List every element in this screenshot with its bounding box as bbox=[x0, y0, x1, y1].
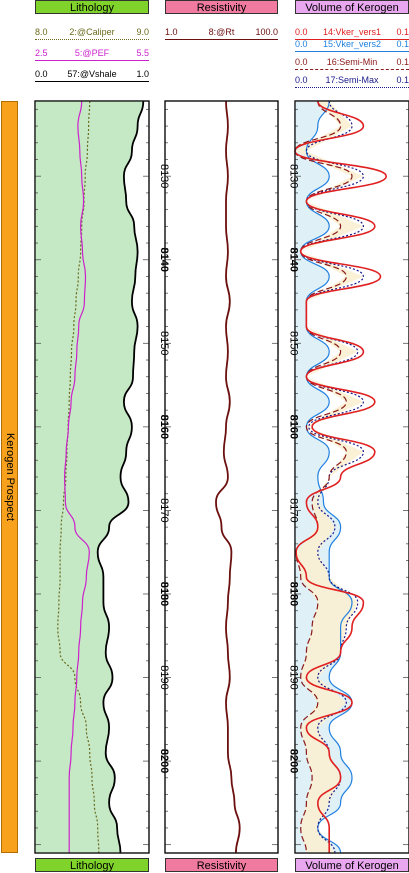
depth-gutter-1-label: 8170 bbox=[158, 498, 170, 522]
semimax-min: 0.0 bbox=[295, 75, 308, 85]
vshale-fill bbox=[35, 101, 144, 853]
caliper-max: 9.0 bbox=[136, 27, 149, 37]
depth-gutter-1-label: 8130 bbox=[158, 164, 170, 188]
depth-gutter-2-label: 8150 bbox=[288, 331, 300, 355]
caliper-curve bbox=[57, 100, 100, 854]
depth-gutter-1-label: 8200 bbox=[158, 749, 170, 773]
semimax-max: 0.1 bbox=[396, 75, 409, 85]
semimax-curve bbox=[300, 100, 364, 854]
rt-scale-line bbox=[165, 39, 278, 40]
kerogen-header-bottom: Volume of Kerogen bbox=[295, 858, 409, 872]
vker1-curve bbox=[294, 100, 387, 853]
depth-gutter-1-label: 8180 bbox=[158, 582, 170, 606]
vshale-scale-line bbox=[35, 81, 149, 82]
rt-curve bbox=[215, 100, 241, 854]
pef-name: 5:@PEF bbox=[74, 48, 110, 58]
vker1-scale-line bbox=[295, 39, 409, 40]
vker2-scale-line bbox=[295, 51, 409, 52]
depth-gutter-2-label: 8130 bbox=[288, 164, 300, 188]
semimin-curve bbox=[294, 100, 353, 854]
depth-gutter-2-label: 8200 bbox=[288, 749, 300, 773]
vker1-scale: 0.0 14:Vker_vers1 0.1 bbox=[295, 26, 409, 42]
pef-scale-line bbox=[35, 60, 149, 61]
vshale-min: 0.0 bbox=[35, 69, 48, 79]
rt-name: 8:@Rt bbox=[208, 27, 235, 37]
kerogen-header-top: Volume of Kerogen bbox=[295, 0, 409, 14]
vshale-name: 57:@Vshale bbox=[67, 69, 117, 79]
prospect-side-bar: Kerogen Prospect bbox=[1, 101, 18, 853]
vker1-max: 0.1 bbox=[396, 27, 409, 37]
kerogen-track-border bbox=[294, 100, 409, 854]
semimin-max: 0.1 bbox=[396, 57, 409, 67]
caliper-min: 8.0 bbox=[35, 27, 48, 37]
vker2-name: 15:Vker_vers2 bbox=[322, 39, 382, 49]
depth-gutter-1-label: 8140 bbox=[158, 248, 170, 272]
vker1-name: 14:Vker_vers1 bbox=[322, 27, 382, 37]
caliper-scale: 8.0 2:@Caliper 9.0 bbox=[35, 26, 149, 42]
pef-curve bbox=[63, 100, 90, 853]
lithology-header-bottom: Lithology bbox=[35, 858, 149, 872]
resistivity-track-border bbox=[164, 100, 279, 854]
depth-gutter-2-label: 8190 bbox=[288, 665, 300, 689]
rt-min: 1.0 bbox=[165, 27, 178, 37]
semimax-scale-line bbox=[295, 87, 409, 88]
resistivity-header-top: Resistivity bbox=[165, 0, 278, 14]
resistivity-header-bottom: Resistivity bbox=[165, 858, 278, 872]
semimin-name: 16:Semi-Min bbox=[326, 57, 378, 67]
vshale-curve bbox=[96, 100, 145, 854]
pef-max: 5.5 bbox=[136, 48, 149, 58]
vker2-scale: 0.0 15:Vker_vers2 0.1 bbox=[295, 38, 409, 54]
depth-gutter-2-label: 8170 bbox=[287, 498, 299, 522]
caliper-name: 2:@Caliper bbox=[69, 27, 115, 37]
vker1-min: 0.0 bbox=[295, 27, 308, 37]
semimax-scale: 0.0 17:Semi-Max 0.1 bbox=[295, 74, 409, 90]
rt-max: 100.0 bbox=[255, 27, 278, 37]
semimin-min: 0.0 bbox=[295, 57, 308, 67]
rt-scale: 1.0 8:@Rt 100.0 bbox=[165, 26, 278, 42]
resistivity-track-frame bbox=[164, 100, 279, 854]
lithology-track-border bbox=[34, 100, 150, 854]
vker2-min: 0.0 bbox=[295, 39, 308, 49]
vker2-curve bbox=[300, 100, 353, 854]
pef-scale: 2.5 5:@PEF 5.5 bbox=[35, 47, 149, 63]
depth-gutter-2-label: 8160 bbox=[288, 415, 300, 439]
depth-gutter-2-label: 8180 bbox=[288, 582, 300, 606]
lithology-header-top: Lithology bbox=[35, 0, 149, 14]
vshale-scale: 0.0 57:@Vshale 1.0 bbox=[35, 68, 149, 84]
caliper-scale-line bbox=[35, 39, 149, 40]
depth-gutter-1-label: 8190 bbox=[158, 665, 170, 689]
semimin-scale: 0.0 16:Semi-Min 0.1 bbox=[295, 56, 409, 72]
pef-min: 2.5 bbox=[35, 48, 48, 58]
depth-gutter-1-label: 8150 bbox=[158, 331, 170, 355]
depth-gutter-1-label: 8160 bbox=[158, 415, 170, 439]
depth-gutter-2-label: 8140 bbox=[288, 248, 300, 272]
vker2-max: 0.1 bbox=[396, 39, 409, 49]
semimax-name: 17:Semi-Max bbox=[325, 75, 379, 85]
vshale-max: 1.0 bbox=[136, 69, 149, 79]
semimin-scale-line bbox=[295, 69, 409, 70]
